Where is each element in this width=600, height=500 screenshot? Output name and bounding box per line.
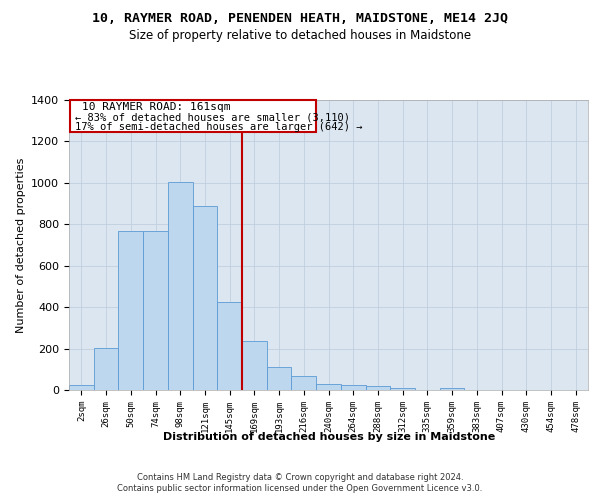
Bar [118,230,143,390]
Bar [341,385,365,390]
Bar [267,367,292,390]
Bar [440,388,464,390]
Bar [292,376,316,390]
Bar [168,182,193,390]
Bar [316,384,341,390]
Bar [242,342,267,390]
Bar [69,385,94,390]
Text: 17% of semi-detached houses are larger (642) →: 17% of semi-detached houses are larger (… [75,122,362,132]
Bar [143,230,168,390]
Text: 10 RAYMER ROAD: 161sqm: 10 RAYMER ROAD: 161sqm [82,102,230,113]
Bar [390,388,415,390]
Text: Size of property relative to detached houses in Maidstone: Size of property relative to detached ho… [129,29,471,42]
Text: Distribution of detached houses by size in Maidstone: Distribution of detached houses by size … [163,432,495,442]
Text: Contains public sector information licensed under the Open Government Licence v3: Contains public sector information licen… [118,484,482,493]
Y-axis label: Number of detached properties: Number of detached properties [16,158,26,332]
Text: 10, RAYMER ROAD, PENENDEN HEATH, MAIDSTONE, ME14 2JQ: 10, RAYMER ROAD, PENENDEN HEATH, MAIDSTO… [92,12,508,26]
Bar [217,302,242,390]
Bar [365,386,390,390]
Bar [94,348,118,390]
Bar [193,206,217,390]
Text: Contains HM Land Registry data © Crown copyright and database right 2024.: Contains HM Land Registry data © Crown c… [137,472,463,482]
Text: ← 83% of detached houses are smaller (3,110): ← 83% of detached houses are smaller (3,… [75,112,350,122]
Bar [70,100,316,132]
